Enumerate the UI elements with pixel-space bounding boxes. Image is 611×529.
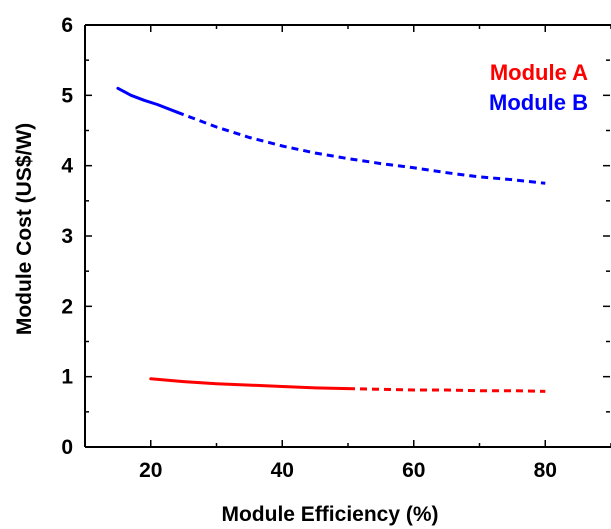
x-tick-label: 80	[534, 459, 557, 482]
y-tick-label: 2	[61, 295, 73, 318]
legend-label: Module A	[490, 60, 588, 85]
x-tick-label: 20	[139, 459, 162, 482]
x-axis-title: Module Efficiency (%)	[221, 503, 438, 526]
legend: Module A Module B	[489, 60, 588, 115]
y-tick-label: 5	[61, 84, 73, 107]
series-layer	[116, 86, 546, 393]
x-tick-label: 40	[271, 459, 294, 482]
y-tick-label: 4	[61, 155, 73, 178]
legend-label: Module B	[489, 90, 588, 115]
x-tick-label: 60	[402, 459, 425, 482]
series-line-dashed	[347, 387, 546, 393]
y-tick-label: 3	[61, 225, 73, 248]
y-tick-label: 1	[61, 366, 73, 389]
y-axis-title: Module Cost (US$/W)	[13, 123, 36, 335]
y-tick-label: 0	[61, 436, 73, 459]
series-line-dashed	[176, 110, 546, 185]
series-line-solid	[149, 377, 350, 391]
axes-layer: 20 40 60 80 0 1 2 3 4 5 6	[61, 14, 611, 482]
series-line-solid	[116, 86, 179, 114]
y-tick-label: 6	[61, 14, 73, 37]
